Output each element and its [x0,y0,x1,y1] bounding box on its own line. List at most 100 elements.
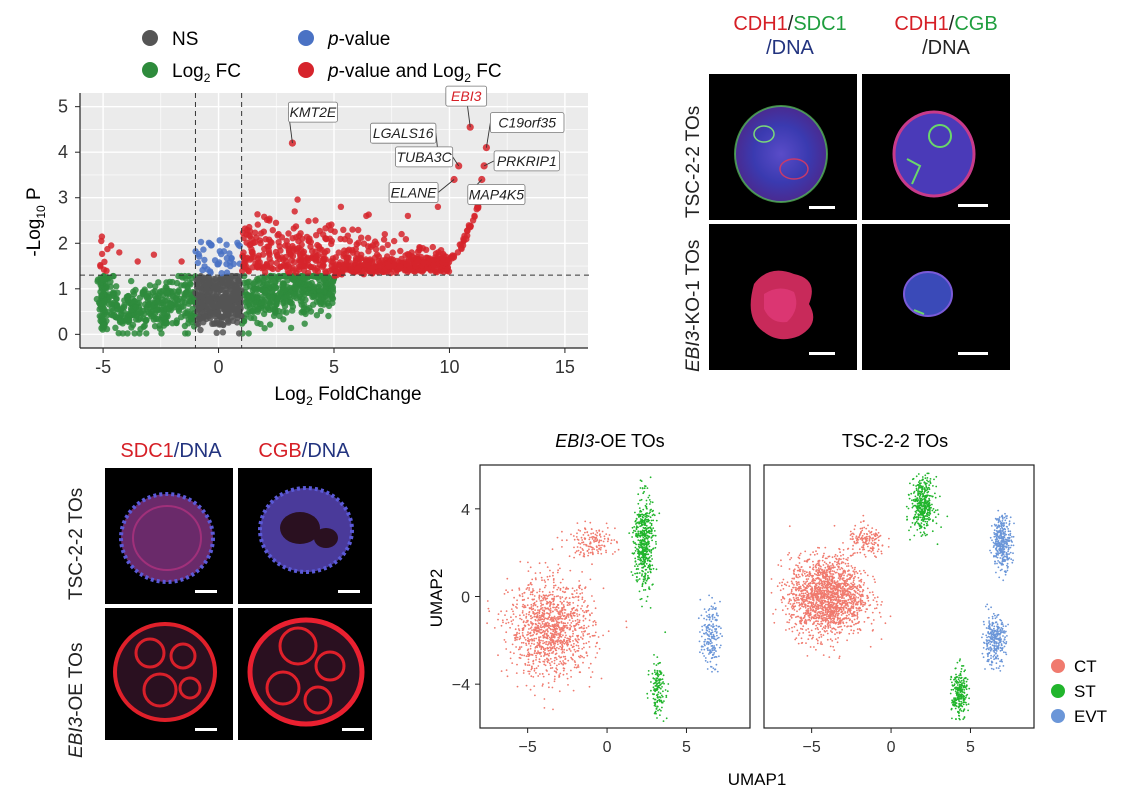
umap-cell-point [642,536,645,539]
umap-cell-point [650,524,653,527]
umap-cell-point [541,626,544,628]
umap-cell-point [646,697,649,699]
umap-cell-point [633,552,636,554]
umap-cell-point [562,660,564,662]
umap-cell-point [555,649,558,652]
volcano-point [448,255,456,262]
umap-cell-point [573,660,576,662]
umap-cell-point [534,646,537,648]
umap-cell-point [553,631,556,634]
umap-cell-point [804,570,806,573]
umap-cell-point [565,596,568,599]
umap-cell-point [550,635,553,638]
umap-cell-point [547,601,550,604]
umap-cell-point [541,579,543,582]
umap-cell-point [536,644,539,647]
umap-cell-point [538,629,541,631]
umap-cell-point [708,594,710,597]
umap-cell-point [538,644,541,647]
umap-cell-point [637,568,640,570]
umap-cell-point [711,642,713,644]
umap-cell-point [575,644,578,647]
umap-cell-point [641,560,644,563]
volcano-point [257,320,264,328]
umap-cell-point [829,624,831,626]
umap-cell-point [656,717,658,719]
umap-cell-point [570,669,572,672]
volcano-point [274,295,281,302]
umap-cell-point [517,624,520,627]
volcano-point [328,258,335,265]
umap-cell-point [809,606,812,609]
umap-cell-point [556,639,558,642]
legend-ns-label: NS [172,29,198,50]
umap-cell-point [705,611,708,613]
umap-cell-point [827,627,830,629]
umap-cell-point [774,608,777,611]
umap-cell-point [648,494,651,497]
umap-cell-point [561,578,564,581]
umap-cell-point [567,604,569,606]
umap-cell-point [546,628,549,631]
umap-cell-point [664,689,667,691]
umap-cell-point [589,541,592,543]
umap-cell-point [522,599,524,601]
umap-cell-point [533,643,535,645]
umap-cell-point [824,557,827,560]
umap-cell-point [842,553,845,556]
umap-cell-point [551,625,554,628]
umap-cell-point [712,623,714,626]
umap-cell-point [635,543,637,546]
umap-cell-point [570,656,572,659]
umap-cell-point [578,587,581,590]
umap-cell-point [815,573,818,576]
umap-cell-point [530,607,532,610]
umap-cell-point [581,637,584,640]
volcano-point [173,279,181,287]
umap-cell-point [579,543,582,545]
umap-cell-point [528,628,530,630]
umap-cell-point [575,592,578,594]
umap-cell-point [713,607,715,610]
volcano-point [251,279,258,286]
umap-cell-point [509,657,512,660]
umap-cell-point [594,536,596,539]
umap-cell-point [566,673,568,675]
umap-cell-point [536,615,539,618]
umap-cell-point [645,520,648,523]
umap-cell-point [516,631,518,634]
umap-cell-point [558,617,561,620]
umap-cell-point [649,571,652,574]
umap-cell-point [535,600,538,603]
volcano-point [287,324,295,332]
umap-cell-point [561,644,564,647]
volcano-point [108,300,115,307]
umap-cell-point [532,662,535,665]
umap-cell-point [549,667,552,670]
umap-cell-point [631,536,633,538]
gene-label-box [489,112,565,134]
volcano-point [182,275,189,282]
umap-cell-point [635,525,638,528]
umap-cell-point [806,580,809,583]
umap-cell-point [597,550,599,553]
umap-cell-point [497,654,499,657]
umap-cell-point [831,570,834,572]
umap-cell-point [550,628,552,631]
legend-fc-label: Log2 FC [172,61,241,85]
umap-cell-point [552,581,555,584]
umap-cell-point [704,623,706,626]
umap-cell-point [821,619,824,622]
umap-cell-point [864,571,867,574]
umap-cell-point [656,685,658,687]
umap-cell-point [832,573,835,575]
umap-cell-point [818,581,821,583]
umap-cell-point [599,548,602,551]
umap-cell-point [589,551,592,554]
umap-cell-point [636,568,638,570]
umap-cell-point [639,499,641,502]
volcano-point [228,297,235,304]
umap-cell-point [598,541,600,544]
umap-cell-point [530,642,533,645]
umap-cell-point [817,582,820,584]
